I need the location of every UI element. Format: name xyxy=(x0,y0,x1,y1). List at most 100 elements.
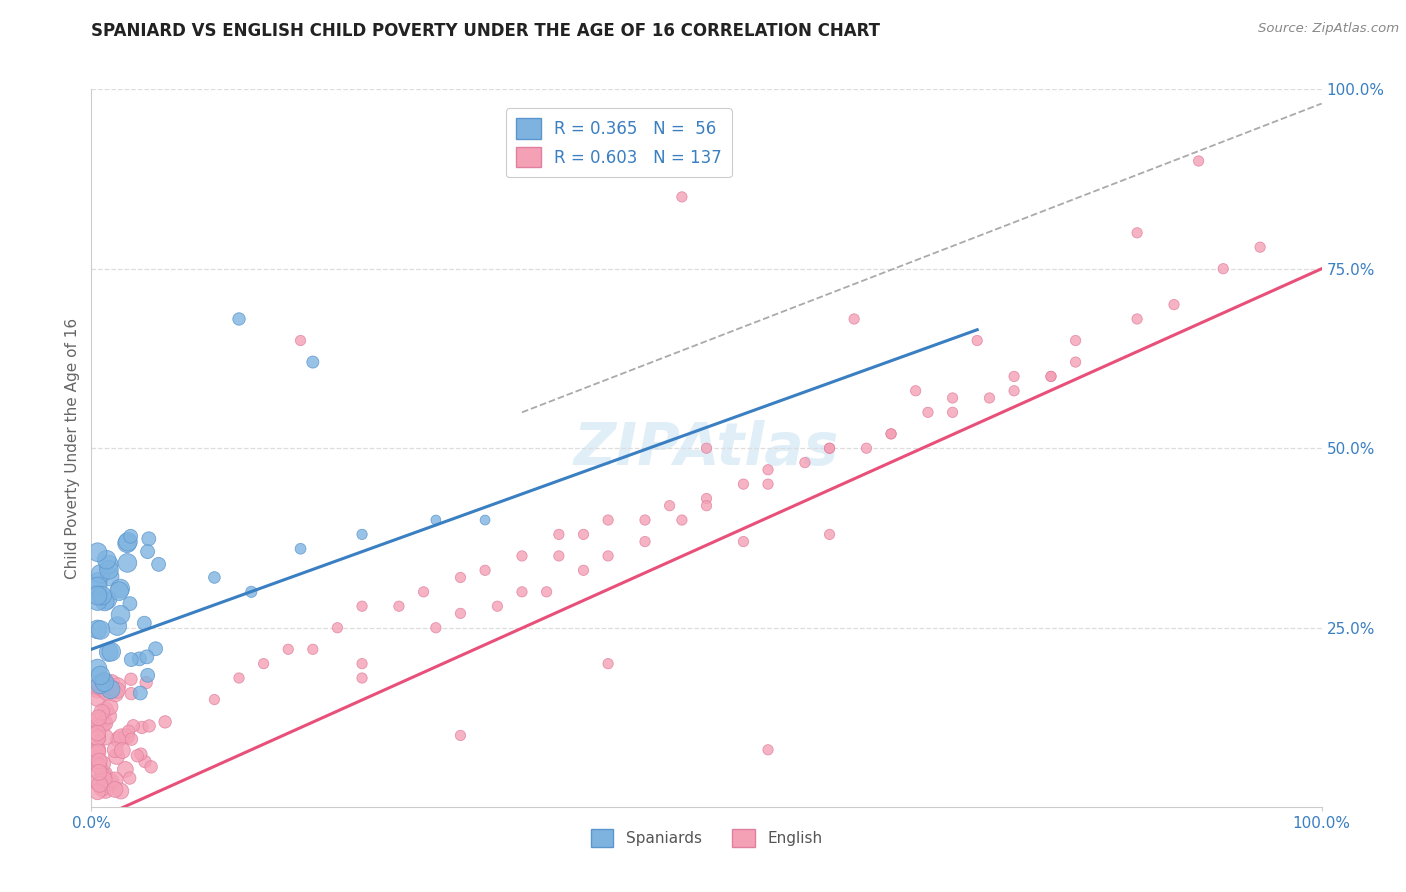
Point xyxy=(91,769,114,783)
Point xyxy=(449,728,471,742)
Point xyxy=(86,680,108,694)
Point xyxy=(110,607,132,622)
Point xyxy=(120,687,142,701)
Point xyxy=(91,756,114,771)
Point xyxy=(139,760,162,774)
Point xyxy=(89,623,111,637)
Point xyxy=(145,641,167,656)
Point xyxy=(96,593,118,607)
Point xyxy=(904,384,927,398)
Point xyxy=(98,699,121,714)
Point xyxy=(547,549,569,563)
Point xyxy=(86,579,108,593)
Point xyxy=(87,745,110,759)
Point xyxy=(91,682,114,697)
Point xyxy=(127,748,149,763)
Point xyxy=(91,781,114,796)
Point xyxy=(104,687,127,701)
Point xyxy=(86,623,108,637)
Point xyxy=(134,616,156,631)
Point xyxy=(1187,153,1209,168)
Point xyxy=(87,759,110,773)
Point xyxy=(1039,369,1063,384)
Point xyxy=(1126,226,1149,240)
Point xyxy=(733,477,755,491)
Point xyxy=(86,743,108,757)
Point xyxy=(93,772,115,787)
Point xyxy=(148,558,170,572)
Point xyxy=(97,563,120,577)
Point xyxy=(93,767,115,781)
Point xyxy=(110,582,132,596)
Point xyxy=(756,477,779,491)
Point xyxy=(695,491,717,506)
Point xyxy=(104,782,127,797)
Point xyxy=(135,675,157,690)
Point xyxy=(100,645,122,659)
Point xyxy=(979,391,1001,405)
Point xyxy=(547,527,569,541)
Point xyxy=(86,691,108,706)
Point xyxy=(1064,334,1087,348)
Point xyxy=(1002,384,1025,398)
Point xyxy=(240,585,263,599)
Point xyxy=(352,657,374,671)
Point xyxy=(474,513,496,527)
Point xyxy=(94,702,117,716)
Point xyxy=(855,441,877,455)
Point xyxy=(87,765,110,780)
Point xyxy=(572,563,595,577)
Point xyxy=(105,749,128,764)
Point xyxy=(107,679,129,693)
Point xyxy=(695,441,717,455)
Point xyxy=(104,743,127,757)
Point xyxy=(301,355,323,369)
Point xyxy=(91,676,114,690)
Point xyxy=(634,534,657,549)
Point xyxy=(100,681,122,695)
Point xyxy=(756,463,779,477)
Point xyxy=(671,513,693,527)
Point xyxy=(228,312,250,326)
Point xyxy=(110,730,132,744)
Point xyxy=(1002,369,1025,384)
Point xyxy=(86,726,108,740)
Point xyxy=(1064,355,1087,369)
Point xyxy=(1126,312,1149,326)
Point xyxy=(96,552,118,566)
Point xyxy=(228,671,250,685)
Point xyxy=(90,705,112,719)
Point xyxy=(695,499,717,513)
Point xyxy=(118,771,141,785)
Point xyxy=(122,719,145,733)
Point xyxy=(671,190,693,204)
Point xyxy=(107,732,129,747)
Point xyxy=(93,675,115,690)
Point xyxy=(114,763,136,777)
Text: SPANIARD VS ENGLISH CHILD POVERTY UNDER THE AGE OF 16 CORRELATION CHART: SPANIARD VS ENGLISH CHILD POVERTY UNDER … xyxy=(91,22,880,40)
Point xyxy=(115,536,138,550)
Point xyxy=(596,657,619,671)
Point xyxy=(425,513,447,527)
Point xyxy=(100,682,122,697)
Point xyxy=(94,783,117,797)
Point xyxy=(98,569,121,583)
Point xyxy=(1212,261,1234,276)
Point xyxy=(277,642,299,657)
Point xyxy=(86,574,108,589)
Point xyxy=(89,668,111,682)
Point xyxy=(104,772,127,787)
Point xyxy=(86,727,108,741)
Point xyxy=(86,774,108,789)
Point xyxy=(596,513,619,527)
Point xyxy=(129,747,152,761)
Point xyxy=(115,729,138,743)
Point xyxy=(842,312,865,326)
Point xyxy=(572,527,595,541)
Point xyxy=(486,599,509,614)
Point xyxy=(733,534,755,549)
Point xyxy=(121,732,143,747)
Point xyxy=(510,549,533,563)
Point xyxy=(108,584,131,599)
Point xyxy=(510,585,533,599)
